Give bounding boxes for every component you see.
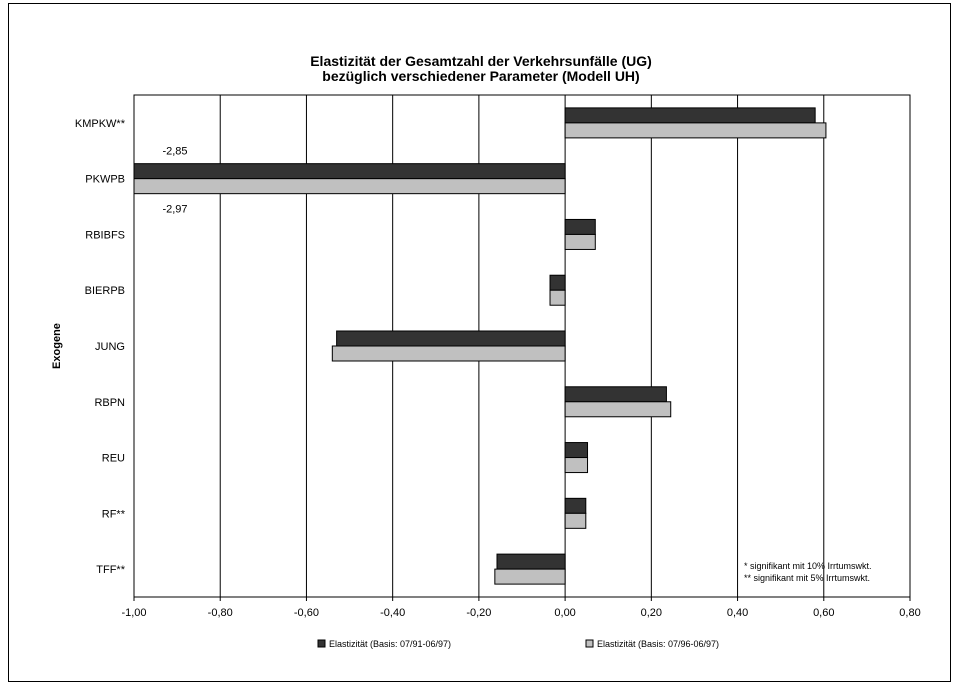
bar-series-2 — [549, 289, 566, 306]
bar-series-1 — [564, 218, 596, 235]
bar-series-2 — [564, 401, 672, 418]
legend-label-1: Elastizität (Basis: 07/91-06/97) — [329, 639, 451, 649]
bar-series-1 — [564, 107, 816, 124]
data-label: -2,85 — [162, 146, 187, 158]
y-axis-label: Exogene — [51, 323, 63, 369]
x-tick-label: 0,60 — [813, 607, 834, 619]
bar-series-2 — [133, 178, 566, 195]
bar-series-2 — [494, 568, 566, 585]
bar-series-1 — [336, 330, 566, 347]
bar-series-2 — [331, 345, 566, 362]
x-tick-label: 0,20 — [641, 607, 662, 619]
bar-series-2 — [564, 512, 587, 529]
category-label: REU — [102, 453, 125, 465]
x-tick-label: -0,60 — [294, 607, 319, 619]
bar-series-1 — [564, 386, 667, 403]
x-tick-label: -0,40 — [380, 607, 405, 619]
chart-title-line-1: Elastizität der Gesamtzahl der Verkehrsu… — [310, 53, 652, 69]
category-label: KMPKW** — [75, 118, 126, 130]
bar-series-2 — [564, 122, 827, 139]
x-tick-label: 0,80 — [899, 607, 920, 619]
x-tick-label: -1,00 — [121, 607, 146, 619]
bar-series-1 — [549, 274, 566, 291]
category-label: RBIBFS — [85, 229, 125, 241]
x-tick-label: -0,20 — [466, 607, 491, 619]
x-tick-label: 0,40 — [727, 607, 748, 619]
legend-swatch-2 — [585, 639, 594, 648]
chart-title-line-2: bezüglich verschiedener Parameter (Model… — [322, 68, 639, 84]
legend-label-2: Elastizität (Basis: 07/96-06/97) — [597, 639, 719, 649]
bar-series-2 — [564, 457, 589, 474]
legend-swatch-1 — [317, 639, 326, 648]
bar-series-1 — [564, 442, 589, 459]
category-label: PKWPB — [85, 174, 125, 186]
category-label: RBPN — [94, 397, 125, 409]
bar-series-1 — [496, 553, 566, 570]
bar-series-1 — [564, 497, 587, 514]
category-label: TFF** — [96, 564, 125, 576]
significance-note: * signifikant mit 10% Irrtumswkt. — [744, 561, 872, 571]
category-label: BIERPB — [85, 285, 125, 297]
bar-series-2 — [564, 233, 596, 250]
category-label: RF** — [102, 508, 126, 520]
data-label: -2,97 — [162, 204, 187, 216]
x-tick-label: 0,00 — [554, 607, 575, 619]
x-tick-label: -0,80 — [208, 607, 233, 619]
bar-series-1 — [133, 163, 566, 180]
category-label: JUNG — [95, 341, 125, 353]
significance-note: ** signifikant mit 5% Irrtumswkt. — [744, 573, 870, 583]
